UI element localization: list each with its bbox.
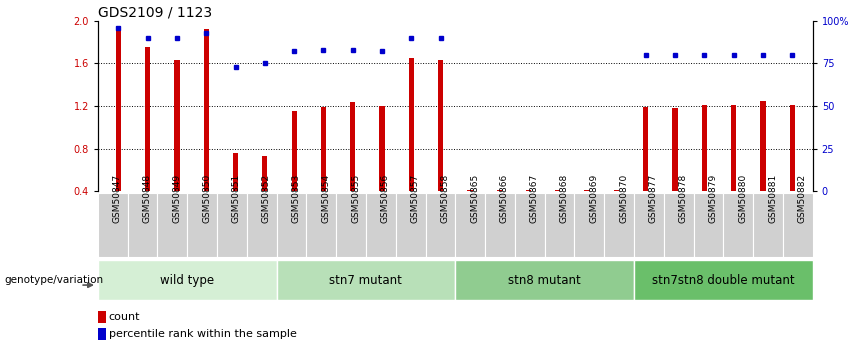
Text: GSM50850: GSM50850 (203, 174, 211, 223)
Bar (455, 193, 485, 257)
Bar (116, 26, 121, 191)
Bar (438, 60, 443, 191)
Text: stn8 mutant: stn8 mutant (508, 274, 581, 287)
Text: GSM50880: GSM50880 (738, 174, 747, 223)
Bar (128, 193, 157, 257)
Bar (790, 105, 795, 191)
Text: wild type: wild type (160, 274, 214, 287)
Text: GSM50878: GSM50878 (678, 174, 688, 223)
Bar (467, 190, 472, 191)
Bar (157, 193, 187, 257)
Bar (145, 47, 151, 191)
Text: GSM50847: GSM50847 (112, 174, 122, 223)
Text: GSM50865: GSM50865 (470, 174, 479, 223)
Text: GDS2109 / 1123: GDS2109 / 1123 (98, 6, 212, 20)
Bar (485, 193, 515, 257)
Bar (634, 193, 664, 257)
Bar (702, 105, 707, 191)
Bar (203, 29, 208, 191)
Text: GSM50877: GSM50877 (648, 174, 658, 223)
Bar (694, 193, 723, 257)
Text: GSM50855: GSM50855 (351, 174, 360, 223)
Bar (233, 153, 238, 191)
Bar (217, 193, 247, 257)
Bar (545, 193, 574, 257)
Bar (98, 328, 106, 340)
Text: GSM50848: GSM50848 (143, 174, 151, 223)
Bar (262, 156, 267, 191)
Bar (753, 193, 783, 257)
Text: stn7stn8 double mutant: stn7stn8 double mutant (652, 274, 795, 287)
Text: GSM50852: GSM50852 (262, 174, 271, 223)
Text: GSM50849: GSM50849 (172, 174, 181, 223)
Bar (555, 190, 561, 191)
Text: GSM50870: GSM50870 (619, 174, 628, 223)
Bar (277, 260, 455, 300)
Bar (585, 190, 590, 191)
Bar (731, 105, 736, 191)
Text: percentile rank within the sample: percentile rank within the sample (109, 329, 296, 339)
Bar (366, 193, 396, 257)
Bar (396, 193, 426, 257)
Bar (187, 193, 217, 257)
Text: GSM50858: GSM50858 (441, 174, 449, 223)
Bar (98, 193, 128, 257)
Bar (574, 193, 604, 257)
Text: stn7 mutant: stn7 mutant (329, 274, 403, 287)
Bar (526, 190, 531, 191)
Bar (723, 193, 753, 257)
Text: GSM50851: GSM50851 (231, 174, 241, 223)
Text: count: count (109, 312, 140, 322)
Bar (174, 60, 180, 191)
Bar (643, 107, 648, 191)
Bar (247, 193, 277, 257)
Text: GSM50881: GSM50881 (768, 174, 777, 223)
Bar (426, 193, 455, 257)
Text: GSM50866: GSM50866 (500, 174, 509, 223)
Text: GSM50856: GSM50856 (380, 174, 390, 223)
Text: GSM50853: GSM50853 (291, 174, 300, 223)
Text: genotype/variation: genotype/variation (4, 275, 103, 285)
Bar (760, 101, 766, 191)
Bar (98, 310, 106, 323)
Text: GSM50867: GSM50867 (529, 174, 539, 223)
Bar (672, 108, 677, 191)
Bar (277, 193, 306, 257)
Text: GSM50868: GSM50868 (560, 174, 568, 223)
Bar (604, 193, 634, 257)
Text: GSM50882: GSM50882 (797, 174, 807, 223)
Bar (664, 193, 694, 257)
Text: GSM50854: GSM50854 (322, 174, 330, 223)
Bar (321, 107, 326, 191)
Bar (634, 260, 813, 300)
Text: GSM50869: GSM50869 (589, 174, 598, 223)
Bar (515, 193, 545, 257)
Bar (350, 102, 356, 191)
Bar (306, 193, 336, 257)
Text: GSM50857: GSM50857 (410, 174, 420, 223)
Bar (408, 58, 414, 191)
Bar (614, 190, 619, 191)
Bar (497, 190, 502, 191)
Bar (380, 106, 385, 191)
Bar (98, 260, 277, 300)
Bar (336, 193, 366, 257)
Bar (783, 193, 813, 257)
Bar (292, 111, 297, 191)
Bar (455, 260, 634, 300)
Text: GSM50879: GSM50879 (708, 174, 717, 223)
